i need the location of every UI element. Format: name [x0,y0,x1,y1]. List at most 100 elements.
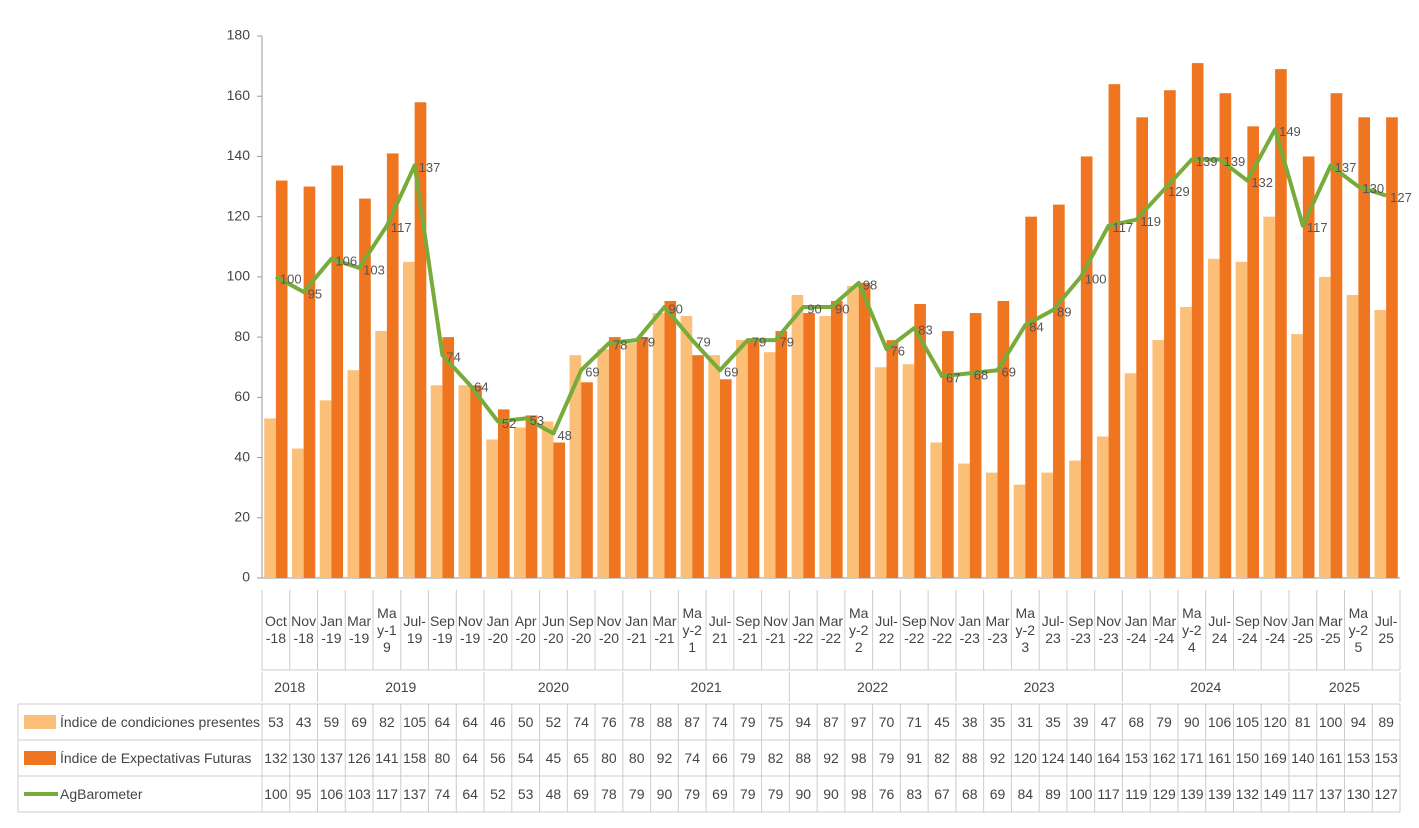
x-tick-label: Jan-22 [791,613,815,646]
table-value: 95 [295,785,312,802]
year-label: 2022 [857,678,889,695]
data-label: 130 [1362,181,1384,196]
y-tick-label: 40 [234,448,250,464]
x-tick-label: Jul-21 [708,613,732,646]
bar [914,303,926,578]
x-tick-label: Oct-18 [264,613,287,646]
table-value: 153 [1346,749,1371,766]
table-value: 140 [1291,749,1315,766]
table-value: 69 [573,785,589,802]
table-value: 92 [989,749,1006,766]
bar [1108,84,1121,578]
y-tick-label: 140 [227,147,251,163]
table-value: 158 [402,749,427,766]
table-value: 139 [1180,785,1204,802]
table-value: 74 [684,749,700,766]
bar [1235,261,1248,578]
table-value: 45 [545,749,562,766]
data-label: 74 [446,350,460,365]
table-value: 117 [375,785,399,802]
data-label: 139 [1224,154,1246,169]
x-tick-label: Nov-23 [1096,613,1121,646]
data-label: 90 [807,301,821,316]
x-tick-label: Nov-20 [596,613,622,646]
bar [942,331,954,578]
table-value: 67 [934,785,950,802]
data-label: 137 [1335,160,1357,175]
x-tick-label: Mar-25 [1318,613,1343,646]
bar [569,355,582,578]
x-tick-label: Nov-24 [1262,613,1288,646]
bar [1374,310,1387,578]
table-value: 46 [490,713,506,730]
bar [1330,93,1343,578]
data-label: 103 [363,262,385,277]
x-tick-label: Mar-23 [985,613,1010,646]
x-tick-label: Mar-24 [1152,613,1177,646]
bar [581,382,593,578]
table-value: 126 [347,749,371,766]
data-label: 78 [613,338,627,353]
table-value: 106 [1207,713,1232,730]
bar [1069,460,1081,578]
bar [403,261,415,578]
table-value: 68 [961,785,978,802]
table-value: 64 [462,785,478,802]
table-value: 82 [934,749,950,766]
table-value: 124 [1041,749,1065,766]
bar [1152,340,1165,578]
table-value: 87 [684,713,700,730]
table-value: 137 [1318,785,1343,802]
table-value: 164 [1096,749,1121,766]
table-value: 82 [767,749,784,766]
data-label: 100 [280,271,302,286]
table-value: 81 [1295,713,1311,730]
table-value: 83 [906,785,923,802]
bar [1302,156,1315,578]
x-tick-label: May-25 [1348,604,1369,655]
table-value: 43 [295,713,312,730]
table-value: 161 [1207,749,1232,766]
data-label: 79 [752,335,766,350]
table-value: 39 [1073,713,1089,730]
year-label: 2018 [274,678,306,695]
table-value: 92 [656,749,673,766]
bar [652,313,665,578]
bar [1013,484,1026,578]
table-value: 75 [767,713,784,730]
bar [1041,472,1054,578]
data-label: 90 [835,301,849,316]
table-value: 79 [1156,713,1172,730]
bar [969,313,982,578]
x-tick-label: Jul-19 [403,613,426,646]
x-tick-label: Mar-19 [347,613,372,646]
bar [386,153,399,578]
x-tick-label: Nov-19 [457,613,483,646]
bar [347,370,360,578]
data-label: 69 [1002,365,1016,380]
x-tick-label: May-19 [377,604,397,655]
table-value: 94 [1350,713,1367,730]
table-value: 53 [268,713,284,730]
table-value: 78 [628,713,645,730]
bar [886,340,899,578]
bar [541,421,554,578]
table-value: 105 [402,713,427,730]
legend-label: Índice de condiciones presentes [60,713,261,730]
table-value: 88 [656,713,673,730]
table-value: 54 [517,749,534,766]
y-tick-label: 80 [234,328,250,344]
data-label: 69 [585,365,599,380]
x-tick-label: Nov-22 [929,613,955,646]
data-label: 79 [779,335,793,350]
x-tick-label: Jun-20 [542,613,565,646]
x-tick-label: May-21 [682,604,702,655]
data-label: 84 [1029,320,1043,335]
bar [1124,373,1137,578]
table-value: 64 [462,713,478,730]
bar [763,352,776,578]
table-value: 38 [961,713,978,730]
x-tick-label: Sep-23 [1068,613,1094,646]
table-value: 149 [1263,785,1287,802]
legend-label: Índice de Expectativas Futuras [60,749,252,766]
